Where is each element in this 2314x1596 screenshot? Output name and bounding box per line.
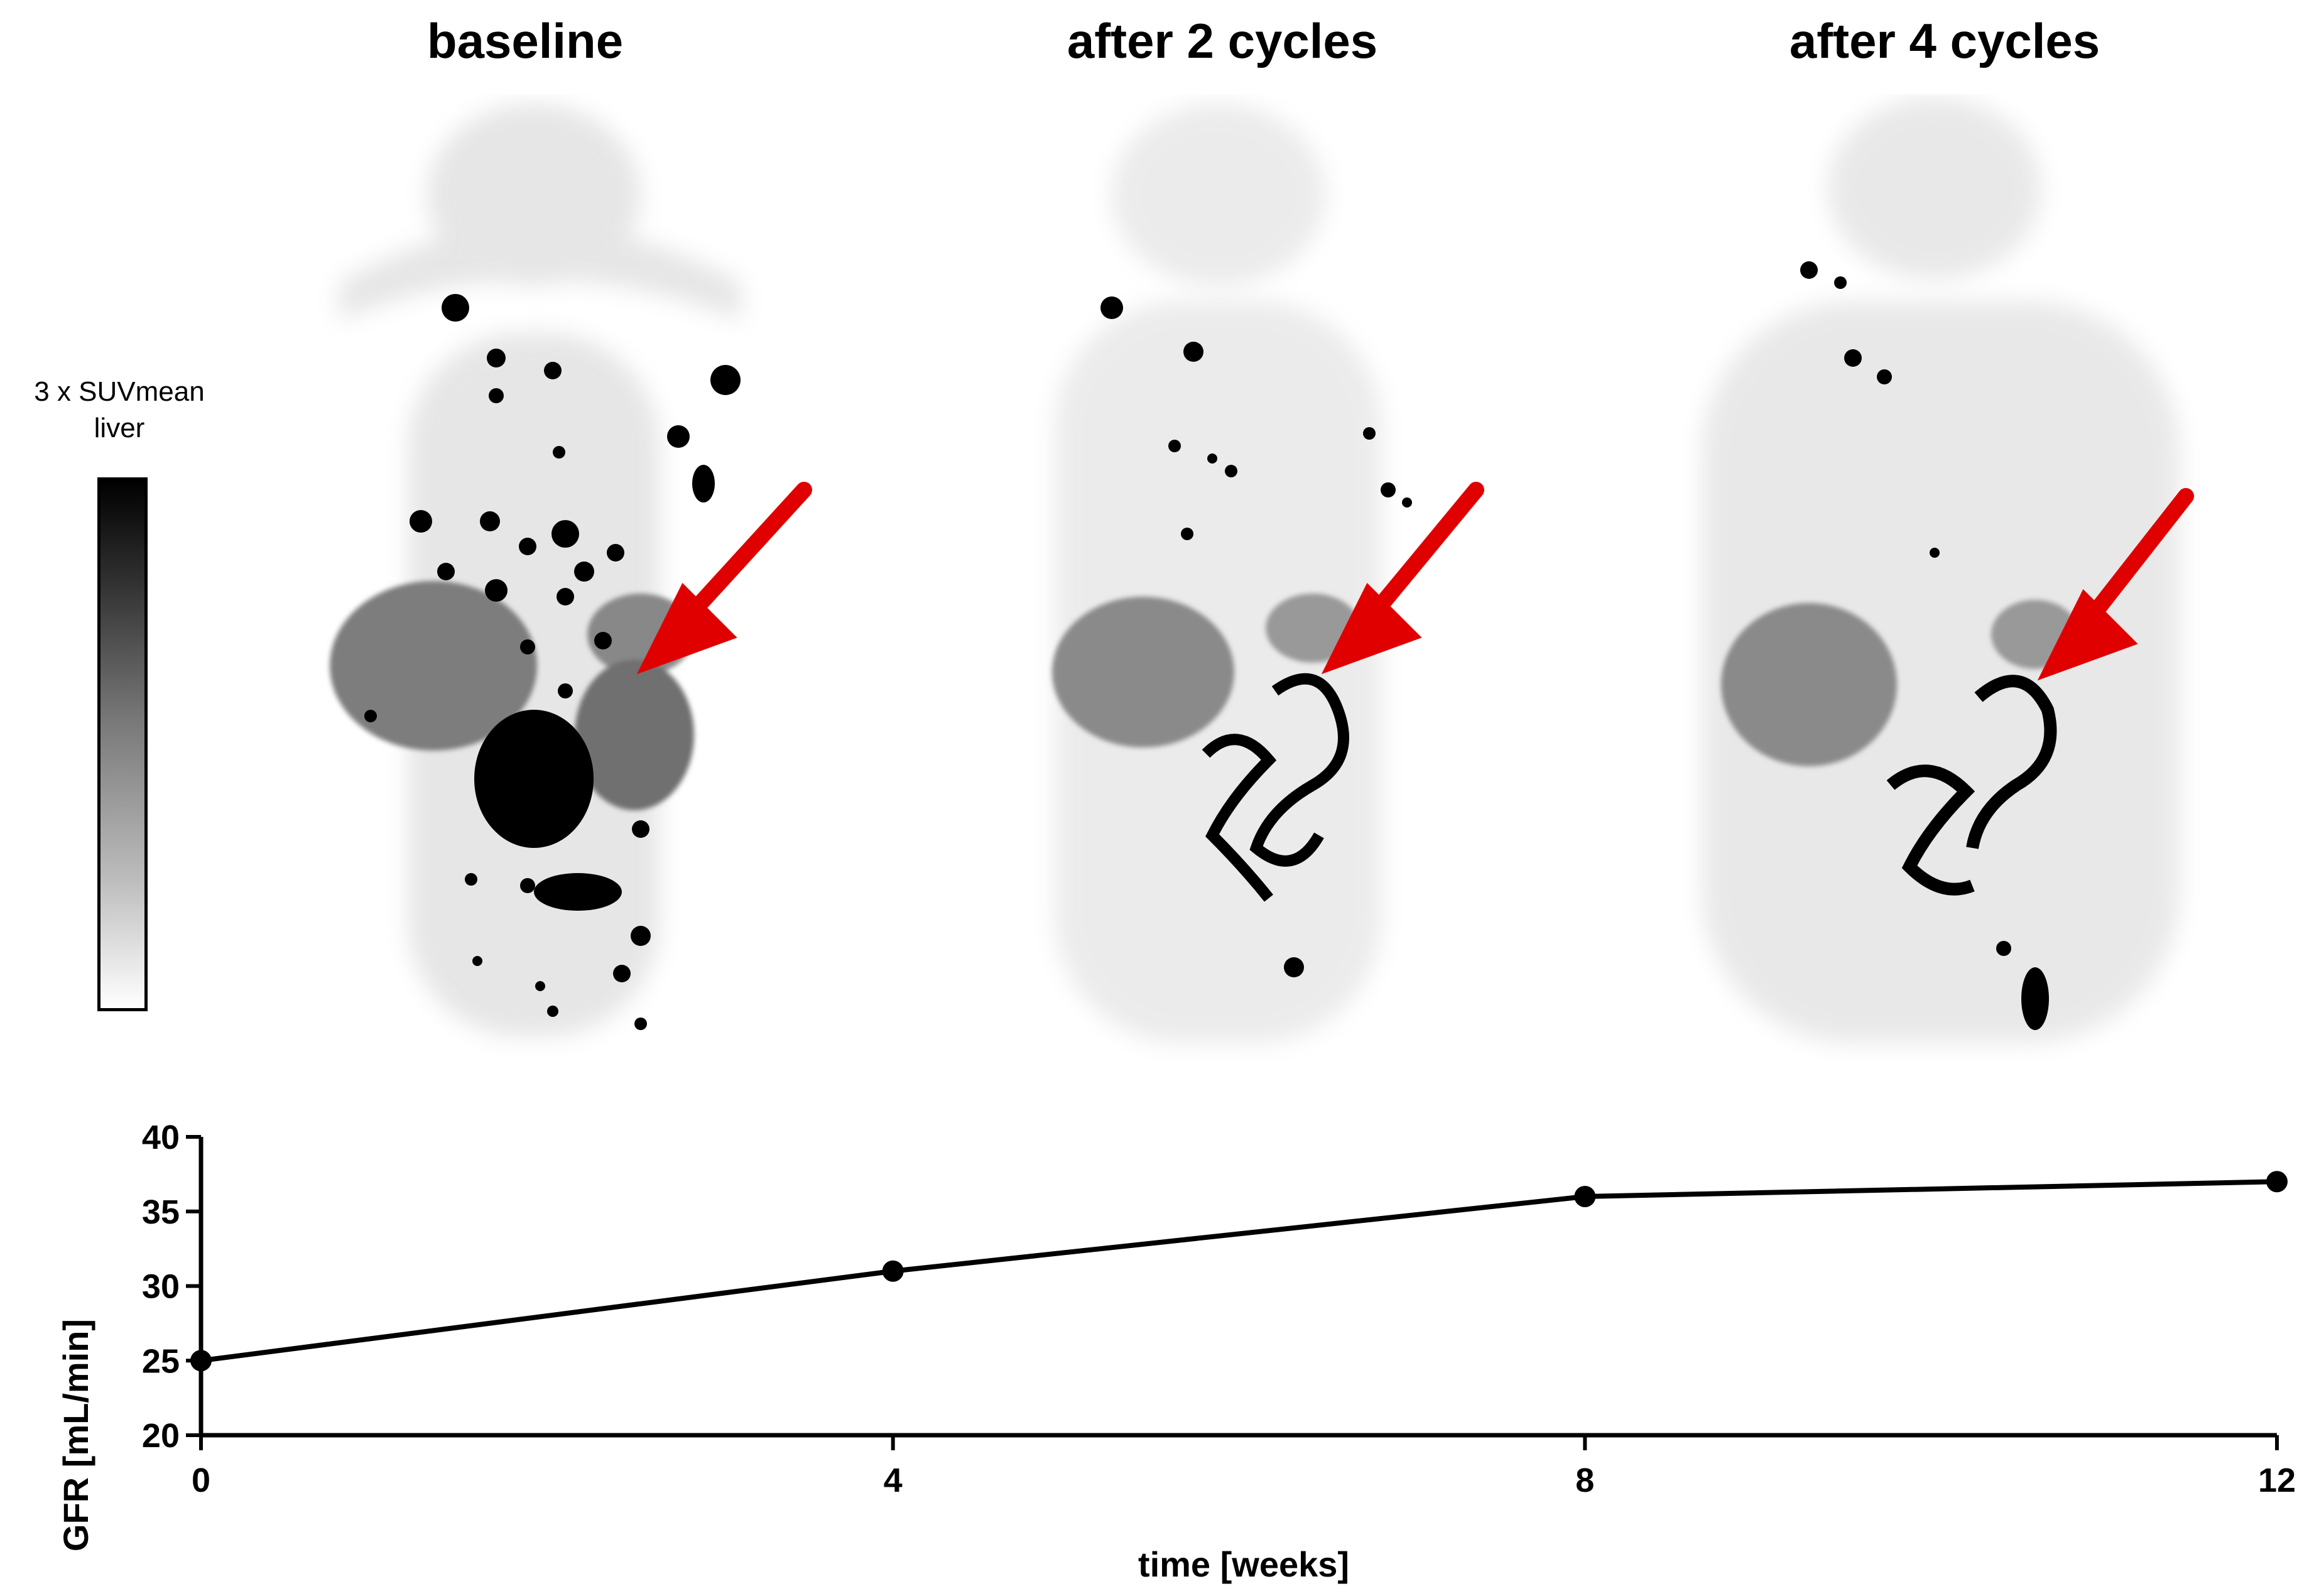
liver: [1721, 603, 1897, 766]
x-axis-label: time [weeks]: [1138, 1544, 1349, 1584]
panel-title-after-2-cycles: after 2 cycles: [1067, 13, 1378, 68]
panel-title-baseline: baseline: [426, 13, 624, 68]
grayscale-colorbar: [97, 477, 148, 1011]
chart-marks: [190, 1171, 2288, 1372]
y-tick-label: 40: [142, 1119, 180, 1156]
data-point: [882, 1260, 904, 1282]
series-line: [200, 1179, 2278, 1364]
liver: [330, 581, 537, 751]
pet-scan-after-2-cycles: [1052, 104, 1484, 1043]
y-axis-label: GFR [mL/min]: [56, 1319, 95, 1551]
panel-title-after-4-cycles: after 4 cycles: [1789, 13, 2100, 68]
colorbar-label-line1: 3 x SUVmean: [34, 376, 205, 407]
colorbar-label: 3 x SUVmean liver: [0, 374, 239, 447]
x-tick-label: 12: [2258, 1462, 2296, 1499]
x-tick-label: 8: [1575, 1462, 1594, 1499]
data-point: [190, 1350, 212, 1372]
red-arrow: [1321, 482, 1484, 675]
red-arrow: [2037, 488, 2194, 681]
pet-scan-after-4-cycles: [1702, 97, 2194, 1043]
red-arrow: [636, 482, 812, 675]
x-tick-label: 4: [884, 1462, 903, 1499]
x-tick-label: 0: [192, 1462, 210, 1499]
gfr-line-chart: 20 25 30 35 40 0 4 8 12 GFR [mL/min] time [weeks…: [56, 1119, 2296, 1584]
pet-scan-baseline: [330, 104, 812, 1036]
y-tick-label: 20: [142, 1417, 180, 1455]
liver: [1052, 597, 1234, 747]
chart-axes: 20 25 30 35 40 0 4 8 12: [142, 1119, 2296, 1499]
y-tick-label: 30: [142, 1268, 180, 1306]
data-point: [2266, 1171, 2288, 1193]
y-tick-label: 25: [142, 1342, 180, 1380]
data-point: [1574, 1186, 1596, 1207]
y-tick-label: 35: [142, 1193, 180, 1231]
colorbar-label-line2: liver: [94, 413, 145, 443]
